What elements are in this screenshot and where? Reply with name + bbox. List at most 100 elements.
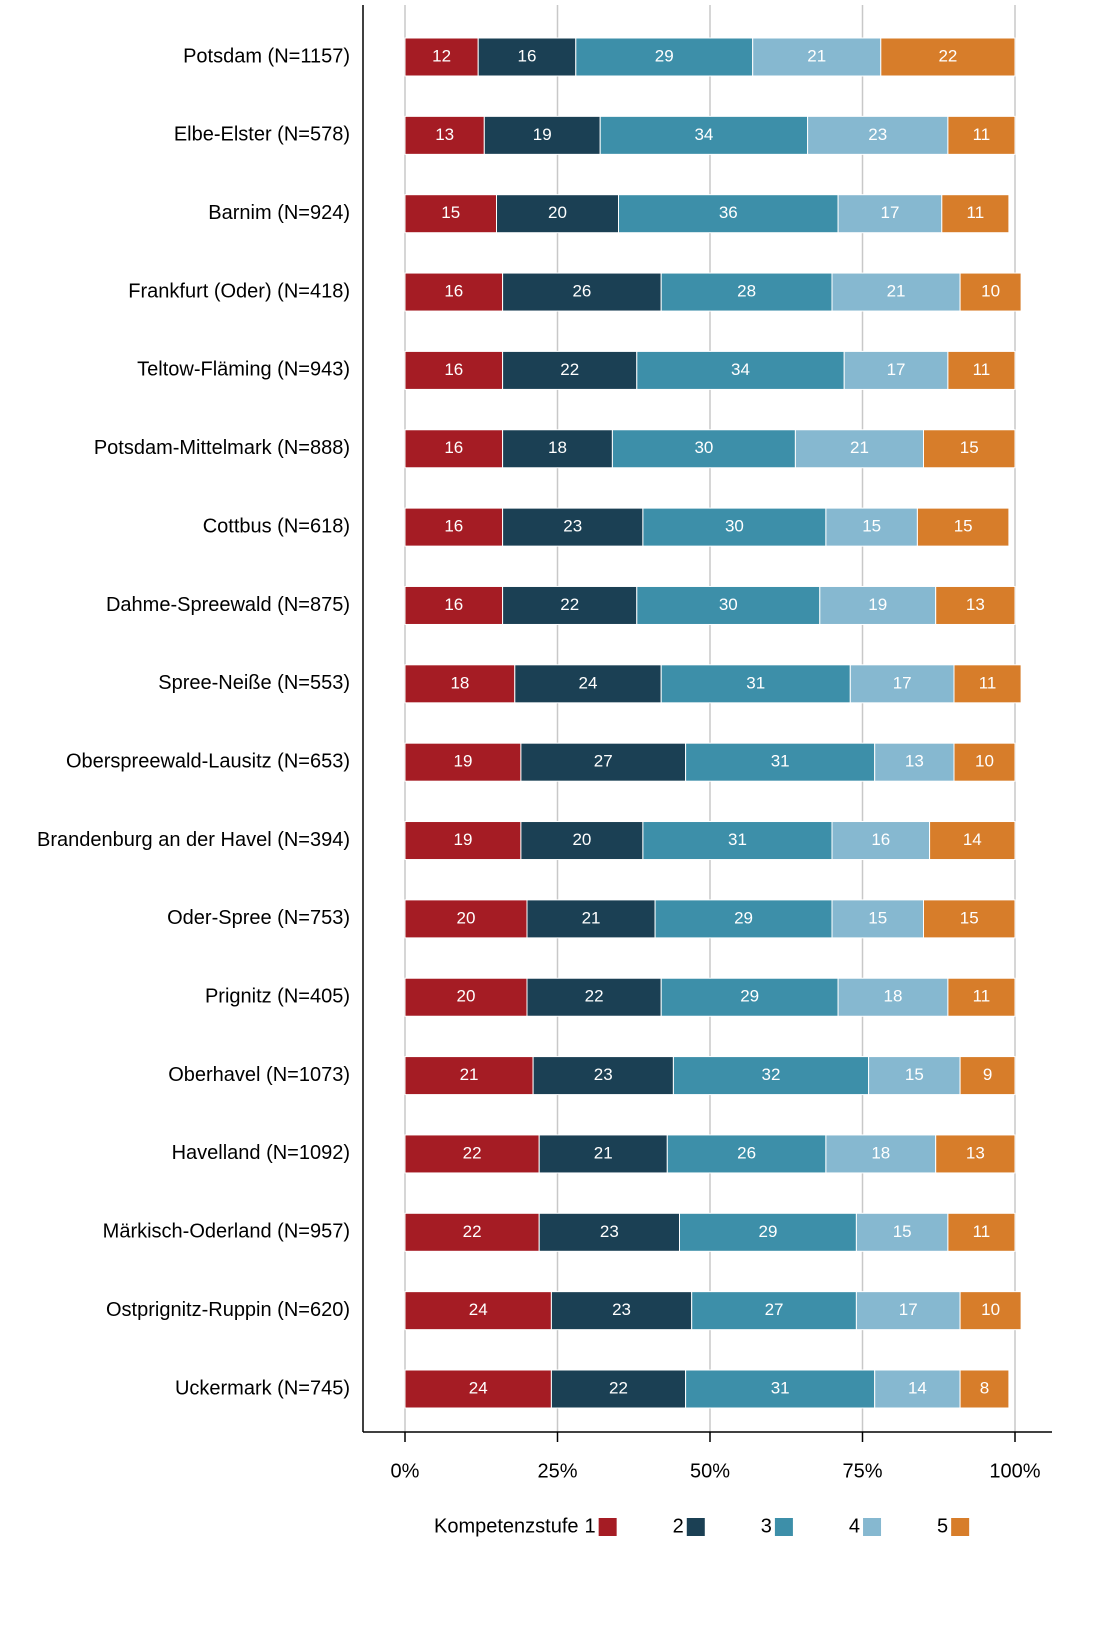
bar-segment	[923, 899, 1016, 939]
value-label: 29	[740, 987, 759, 1006]
value-label: 9	[983, 1065, 992, 1084]
value-label: 17	[880, 203, 899, 222]
value-label: 34	[731, 360, 750, 379]
bar-segment	[685, 1369, 876, 1409]
value-label: 20	[457, 987, 476, 1006]
bar-segment	[404, 507, 504, 547]
value-label: 36	[719, 203, 738, 222]
legend-label: 1	[585, 1515, 596, 1537]
bar-segment	[837, 977, 949, 1017]
bar-segment	[935, 585, 1016, 625]
bar-segment	[502, 585, 638, 625]
value-label: 20	[457, 908, 476, 927]
legend-label: 4	[849, 1515, 860, 1537]
bar-segment	[855, 1291, 961, 1331]
value-label: 23	[612, 1300, 631, 1319]
bar-segment	[660, 977, 839, 1017]
bar-segment	[959, 1056, 1016, 1096]
y-tick-label: Potsdam-Mittelmark (N=888)	[94, 437, 350, 459]
y-tick-label: Spree-Neiße (N=553)	[158, 672, 350, 694]
value-label: 31	[728, 830, 747, 849]
legend-label: 2	[673, 1515, 684, 1537]
value-label: 20	[572, 830, 591, 849]
legend-label: 5	[937, 1515, 948, 1537]
bar-segment	[514, 664, 662, 704]
value-label: 31	[771, 752, 790, 771]
x-tick-label: 0%	[391, 1460, 420, 1482]
bar-segment	[947, 977, 1016, 1017]
bar-segment	[679, 1212, 857, 1252]
bar-segment	[959, 272, 1022, 312]
value-label: 13	[435, 125, 454, 144]
bar-segment	[654, 899, 833, 939]
value-label: 18	[548, 438, 567, 457]
legend-title: Kompetenzstufe	[434, 1515, 579, 1537]
y-tick-label: Dahme-Spreewald (N=875)	[106, 594, 350, 616]
bar-segment	[502, 507, 644, 547]
bar-segment	[849, 664, 955, 704]
value-label: 32	[762, 1065, 781, 1084]
value-label: 15	[960, 908, 979, 927]
value-label: 22	[585, 987, 604, 1006]
y-tick-label: Oberspreewald-Lausitz (N=653)	[66, 750, 350, 772]
value-label: 21	[887, 282, 906, 301]
value-label: 14	[908, 1378, 927, 1397]
value-label: 16	[871, 830, 890, 849]
y-tick-label: Oder-Spree (N=753)	[167, 907, 350, 929]
value-label: 22	[609, 1378, 628, 1397]
value-label: 23	[563, 517, 582, 536]
value-label: 29	[734, 908, 753, 927]
bar-segment	[575, 37, 754, 77]
value-label: 30	[694, 438, 713, 457]
value-label: 27	[594, 752, 613, 771]
bar-segment	[636, 585, 821, 625]
value-label: 17	[899, 1300, 918, 1319]
bar-segment	[404, 977, 528, 1017]
bar-segment	[404, 272, 504, 312]
bar-segment	[550, 1369, 687, 1409]
value-label: 16	[444, 360, 463, 379]
value-label: 16	[518, 46, 537, 65]
bar-segment	[794, 429, 925, 469]
bar-segment	[520, 821, 644, 861]
bar-segment	[532, 1056, 674, 1096]
y-tick-label: Oberhavel (N=1073)	[168, 1064, 350, 1086]
bar-segment	[660, 272, 833, 312]
value-label: 17	[887, 360, 906, 379]
bar-segment	[404, 1212, 540, 1252]
value-label: 20	[548, 203, 567, 222]
value-label: 19	[533, 125, 552, 144]
bar-segment	[642, 821, 833, 861]
x-tick-label: 75%	[842, 1460, 882, 1482]
value-label: 13	[905, 752, 924, 771]
value-label: 23	[868, 125, 887, 144]
bar-segment	[538, 1134, 668, 1174]
bar-segment	[959, 1369, 1010, 1409]
bar-segment	[672, 1056, 870, 1096]
y-tick-label: Cottbus (N=618)	[203, 515, 350, 537]
value-label: 11	[973, 125, 991, 144]
value-label: 30	[719, 595, 738, 614]
value-label: 19	[453, 830, 472, 849]
bar-segment	[752, 37, 882, 77]
value-label: 34	[694, 125, 713, 144]
value-label: 13	[966, 595, 985, 614]
x-tick-label: 50%	[690, 1460, 730, 1482]
value-label: 24	[469, 1300, 488, 1319]
bar-segment	[642, 507, 827, 547]
y-tick-label: Uckermark (N=745)	[175, 1377, 350, 1399]
value-label: 11	[973, 987, 991, 1006]
y-tick-label: Prignitz (N=405)	[205, 986, 350, 1008]
bar-segment	[959, 1291, 1022, 1331]
bar-segment	[538, 1212, 681, 1252]
value-label: 23	[594, 1065, 613, 1084]
bar-segment	[404, 821, 522, 861]
bar-segment	[404, 37, 479, 77]
value-label: 19	[868, 595, 887, 614]
bar-segment	[868, 1056, 961, 1096]
bar-segment	[953, 664, 1022, 704]
bar-segment	[502, 350, 638, 390]
value-label: 22	[463, 1222, 482, 1241]
bar-segment	[502, 429, 613, 469]
bar-segment	[923, 429, 1016, 469]
